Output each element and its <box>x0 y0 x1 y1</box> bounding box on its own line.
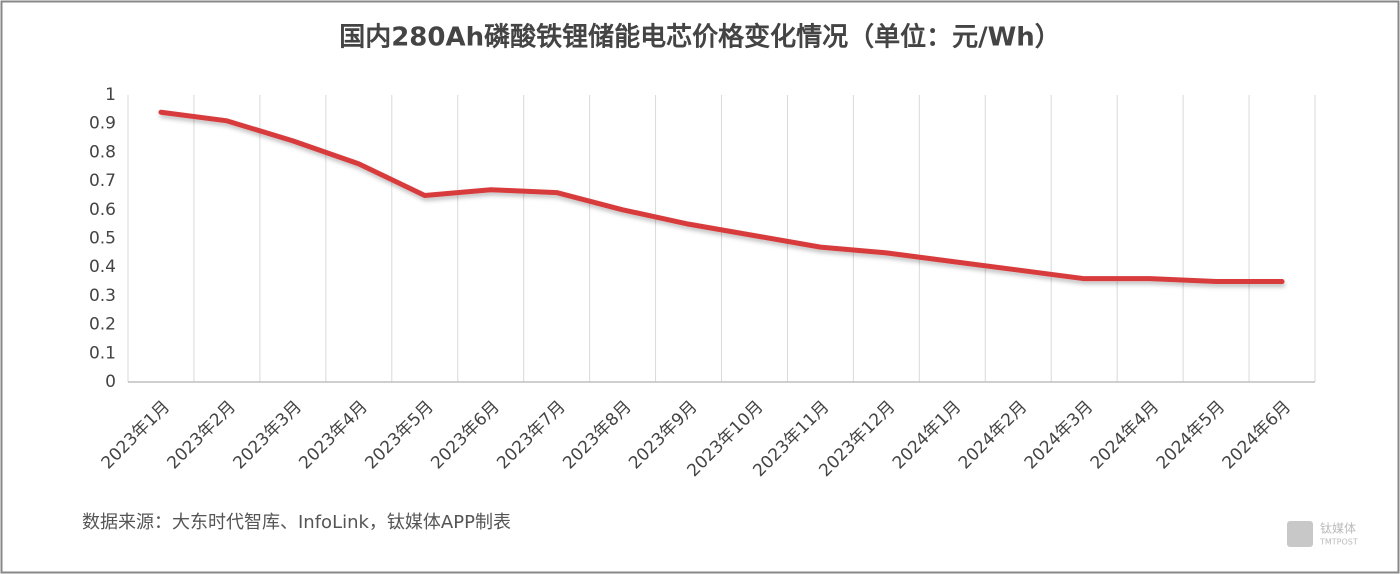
line <box>158 109 1285 285</box>
y-tick-label: 0.8 <box>89 142 116 162</box>
watermark: 钛媒体 <box>1320 521 1356 536</box>
y-tick-label: 0.2 <box>89 315 116 335</box>
y-tick-label: 0 <box>105 372 116 392</box>
y-tick-label: 1 <box>105 85 116 105</box>
chart-title: 国内280Ah磷酸铁锂储能电芯价格变化情况（单位：元/Wh） <box>339 22 1061 53</box>
y-tick-label: 0.7 <box>89 171 116 191</box>
source-note: 数据来源：大东时代智库、InfoLink，钛媒体APP制表 <box>82 512 511 533</box>
y-tick-label: 0.9 <box>89 114 116 134</box>
y-tick-label: 0.6 <box>89 200 116 220</box>
y-tick-label: 0.4 <box>89 257 116 277</box>
y-tick-label: 0.1 <box>89 343 116 363</box>
watermark-sub: TMTPOST <box>1319 538 1358 547</box>
watermark-logo <box>1287 521 1313 547</box>
y-tick-label: 0.5 <box>89 229 116 249</box>
y-tick-label: 0.3 <box>89 286 116 306</box>
